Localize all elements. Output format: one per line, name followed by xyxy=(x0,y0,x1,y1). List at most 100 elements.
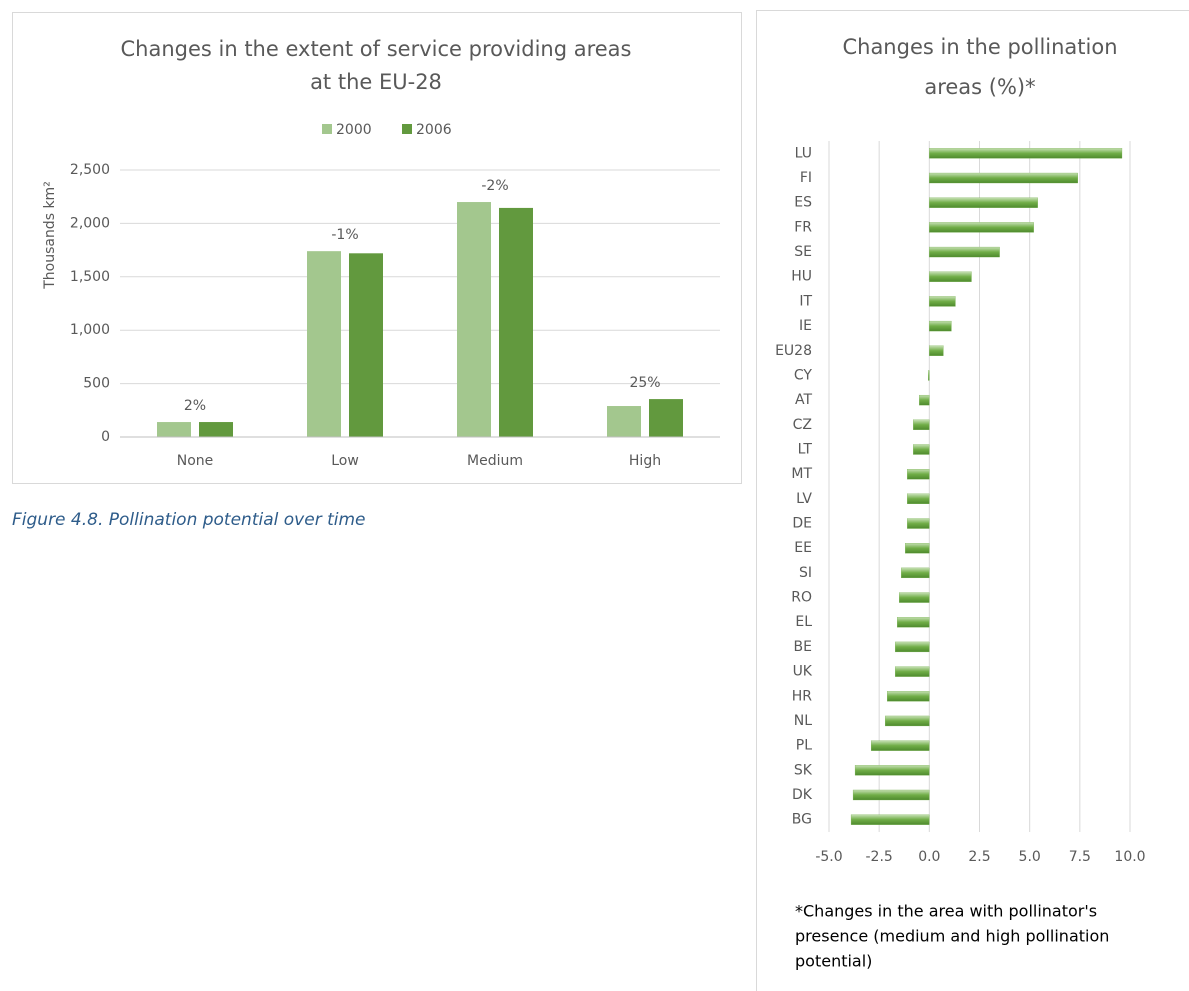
x-tick-label: 2.5 xyxy=(968,849,990,865)
bar xyxy=(928,370,930,381)
legend-swatch xyxy=(402,124,412,134)
y-tick-label: UK xyxy=(793,664,813,680)
bar xyxy=(649,399,683,437)
y-tick-label: DK xyxy=(792,787,813,803)
bar xyxy=(895,641,930,653)
y-tick-label: BE xyxy=(794,639,812,655)
y-tick-label: FR xyxy=(794,219,812,235)
y-tick-label: 500 xyxy=(83,376,110,392)
y-axis-label: Thousands km² xyxy=(42,181,58,290)
y-tick-label: LU xyxy=(795,145,812,161)
chart-frame xyxy=(12,12,742,484)
y-tick-label: ES xyxy=(794,195,812,211)
legend-label: 2000 xyxy=(336,122,372,138)
y-tick-label: IT xyxy=(799,293,812,309)
y-tick-label: IE xyxy=(799,318,812,334)
y-tick-label: HU xyxy=(791,269,812,285)
bar xyxy=(929,246,1000,258)
y-tick-label: NL xyxy=(794,713,812,729)
bar xyxy=(899,592,930,603)
chart-title: at the EU-28 xyxy=(310,70,442,94)
bar xyxy=(907,469,930,480)
bar xyxy=(901,567,930,579)
bar xyxy=(307,251,341,437)
y-tick-label: CY xyxy=(794,367,813,383)
x-tick-label: Low xyxy=(331,453,359,469)
footnote: potential) xyxy=(795,952,872,971)
y-tick-label: 2,000 xyxy=(70,215,110,231)
bar xyxy=(895,666,930,677)
bar xyxy=(852,789,930,801)
bar xyxy=(929,271,972,282)
y-tick-label: FI xyxy=(800,170,812,186)
x-tick-label: Medium xyxy=(467,453,523,469)
y-tick-label: LT xyxy=(798,441,813,457)
y-tick-label: SK xyxy=(794,762,813,778)
bar xyxy=(929,296,956,307)
bar xyxy=(885,715,930,727)
data-annotation: 2% xyxy=(184,398,206,414)
y-tick-label: BG xyxy=(792,812,812,828)
y-tick-label: 0 xyxy=(101,429,110,445)
x-tick-label: High xyxy=(629,453,661,469)
bar xyxy=(607,406,641,437)
bar xyxy=(913,419,930,430)
footnote: *Changes in the area with pollinator's xyxy=(795,902,1097,921)
bar xyxy=(349,253,383,437)
chart-title: areas (%)* xyxy=(924,75,1035,99)
y-tick-label: EE xyxy=(794,540,812,556)
x-tick-label: None xyxy=(177,453,214,469)
x-tick-label: 5.0 xyxy=(1019,849,1041,865)
bar xyxy=(907,493,930,504)
bar xyxy=(854,765,930,776)
y-tick-label: 2,500 xyxy=(70,162,110,178)
y-tick-label: MT xyxy=(791,466,812,482)
y-tick-label: 1,000 xyxy=(70,322,110,338)
bar xyxy=(913,444,930,455)
chart-title: Changes in the extent of service providi… xyxy=(120,37,631,61)
x-tick-label: -5.0 xyxy=(815,849,842,865)
bar xyxy=(929,197,1038,208)
y-tick-label: SI xyxy=(799,565,812,581)
bar xyxy=(850,814,930,825)
y-tick-label: HR xyxy=(792,688,813,704)
y-tick-label: EU28 xyxy=(775,343,812,359)
bar xyxy=(929,172,1078,184)
legend-label: 2006 xyxy=(416,122,452,138)
data-annotation: -1% xyxy=(331,227,358,243)
bar xyxy=(499,207,533,437)
bar xyxy=(897,617,930,628)
legend-swatch xyxy=(322,124,332,134)
y-tick-label: LV xyxy=(796,491,812,507)
x-tick-label: 7.5 xyxy=(1069,849,1091,865)
bar xyxy=(929,320,952,332)
data-annotation: 25% xyxy=(629,375,660,391)
figure-caption: Figure 4.8. Pollination potential over t… xyxy=(12,510,366,530)
bar xyxy=(157,422,191,437)
bar xyxy=(929,345,944,356)
bar xyxy=(199,422,233,437)
y-tick-label: SE xyxy=(794,244,812,260)
y-tick-label: 1,500 xyxy=(70,269,110,285)
bar xyxy=(905,543,930,554)
bar xyxy=(929,148,1123,159)
chart-title: Changes in the pollination xyxy=(842,35,1117,59)
y-tick-label: EL xyxy=(795,614,812,630)
x-tick-label: 0.0 xyxy=(918,849,940,865)
y-tick-label: PL xyxy=(796,738,812,754)
footnote: presence (medium and high pollination xyxy=(795,927,1109,946)
bar xyxy=(457,202,491,437)
y-tick-label: CZ xyxy=(793,417,812,433)
y-tick-label: DE xyxy=(792,516,812,532)
x-tick-label: -2.5 xyxy=(866,849,893,865)
bar xyxy=(919,394,930,406)
data-annotation: -2% xyxy=(481,178,508,194)
bar xyxy=(887,691,930,702)
bar xyxy=(929,222,1034,233)
x-tick-label: 10.0 xyxy=(1114,849,1145,865)
y-tick-label: RO xyxy=(791,590,812,606)
y-tick-label: AT xyxy=(795,392,812,408)
bar xyxy=(907,518,930,529)
bar xyxy=(870,740,930,751)
